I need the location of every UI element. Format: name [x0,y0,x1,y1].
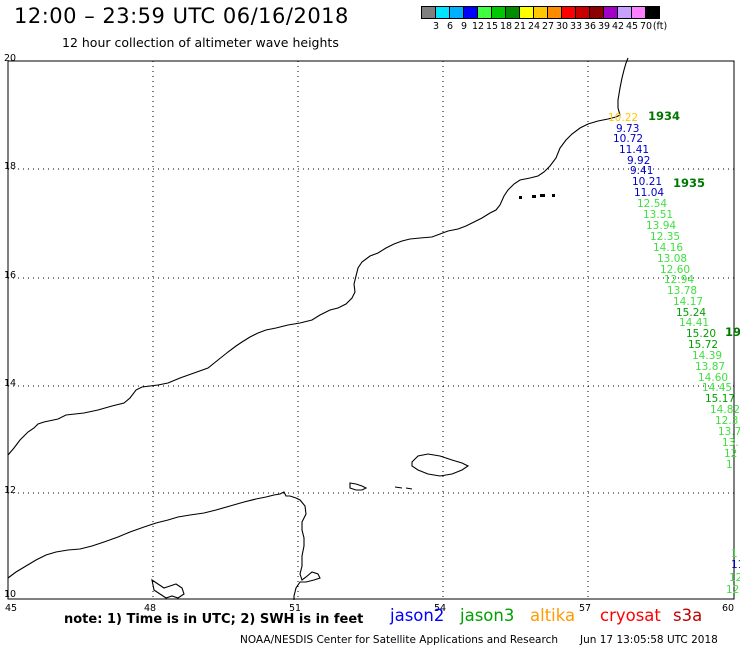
wave-height-reading: 12 [729,572,740,584]
wave-height-reading: 13.87 [695,361,725,373]
coastline [7,57,629,600]
wave-height-reading: 10.72 [613,133,643,145]
colorbar-swatch [645,6,660,19]
wave-height-colorbar [421,6,660,19]
latitude-tick-label: 10 [4,589,16,600]
colorbar-label: 36 [583,21,597,32]
colorbar-label: (ft) [652,21,668,32]
longitude-tick-label: 54 [434,603,446,614]
latitude-tick-label: 20 [4,53,16,64]
pass-time-label: 1935 [673,176,705,190]
colorbar-labels: 3 6 9 12 15 18 21 24 27 30 33 36 39 42 45 70 (ft) [422,21,740,33]
wave-height-reading: 13.78 [667,285,697,297]
legend-item-cryosat: cryosat [600,606,661,625]
colorbar-label: 33 [569,21,583,32]
wave-height-reading: 11.41 [619,144,649,156]
wave-height-reading: 9.73 [616,123,639,135]
colorbar-label: 70 [639,21,653,32]
latitude-tick-label: 12 [4,485,16,496]
generated-timestamp: Jun 17 13:05:58 UTC 2018 [580,634,718,646]
wave-height-reading: 12.3 [715,415,738,427]
wave-height-reading: 14.16 [653,242,683,254]
wave-height-reading: 1 [731,548,738,560]
longitude-tick-label: 48 [144,603,156,614]
colorbar-label: 3 [432,21,440,32]
legend-item-jason3: jason3 [460,606,515,625]
longitude-tick-label: 60 [722,603,734,614]
legend-item-s3a: s3a [673,606,703,625]
wave-height-reading: 13. [722,437,739,449]
colorbar-label: 9 [460,21,468,32]
wave-height-reading: 12 [724,448,737,460]
wave-height-reading: 15.17 [705,393,735,405]
map-grid [8,61,734,599]
wave-height-reading: 11 [731,559,740,571]
wave-height-reading: 14.39 [692,350,722,362]
map-title: 12:00 – 23:59 UTC 06/16/2018 [14,4,349,28]
wave-height-reading: 11.04 [634,187,664,199]
wave-height-reading: 12.54 [637,198,667,210]
pass-time-label: 1934 [648,109,680,123]
wave-height-reading: 9.92 [627,155,650,167]
axis-tick-labels: 45 48 51 54 57 60 20 18 16 14 12 10 [4,53,734,614]
colorbar-label: 15 [485,21,499,32]
colorbar-label: 24 [527,21,541,32]
wave-height-reading: 14.41 [679,317,709,329]
wave-height-reading: 1 [726,459,733,471]
map-subtitle: 12 hour collection of altimeter wave hei… [62,35,339,50]
longitude-tick-label: 51 [289,603,301,614]
wave-height-reading: 14.60 [698,372,728,384]
wave-height-reading: 13.08 [657,253,687,265]
legend-item-jason2: jason2 [390,606,445,625]
wave-height-reading: 9.41 [630,165,653,177]
footer-note: note: 1) Time is in UTC; 2) SWH is in fe… [64,612,364,627]
wave-height-reading: 13.7 [718,426,740,438]
wave-height-reading: 10.22 [608,112,638,124]
wave-height-reading: 12.94 [664,274,694,286]
colorbar-label: 42 [611,21,625,32]
legend-item-altika: altika [530,606,576,625]
wave-height-reading: 13.94 [646,220,676,232]
wave-height-reading: 15.24 [676,307,706,319]
wave-height-reading: 12.35 [650,231,680,243]
colorbar-label: 45 [625,21,639,32]
longitude-tick-label: 45 [5,603,17,614]
longitude-tick-label: 57 [579,603,591,614]
map-frame [7,60,735,600]
colorbar-label: 27 [541,21,555,32]
wave-height-reading: 14.45 [702,382,732,394]
latitude-tick-label: 14 [4,378,16,389]
wave-height-reading: 15.20 [686,328,716,340]
colorbar-label: 12 [471,21,485,32]
colorbar-label: 30 [555,21,569,32]
credit-line: NOAA/NESDIS Center for Satellite Applica… [240,634,558,646]
colorbar-label: 6 [446,21,454,32]
colorbar-label: 21 [513,21,527,32]
wave-height-reading: 13.51 [643,209,673,221]
wave-height-reading: 14.17 [673,296,703,308]
latitude-tick-label: 16 [4,270,16,281]
wave-height-reading: 15.72 [688,339,718,351]
pass-time-label: 19 [725,325,740,339]
wave-readings: 10.229.7310.7211.419.929.4110.2111.0412.… [608,112,740,596]
colorbar-label: 39 [597,21,611,32]
pass-time-labels: 1934 1935 19 [648,109,740,339]
colorbar-label: 18 [499,21,513,32]
wave-height-reading: 14.82 [710,404,740,416]
wave-height-reading: 12. [726,584,740,596]
wave-height-reading: 10.21 [632,176,662,188]
islands [519,194,555,199]
latitude-tick-label: 18 [4,161,16,172]
wave-height-reading: 12.60 [660,264,690,276]
